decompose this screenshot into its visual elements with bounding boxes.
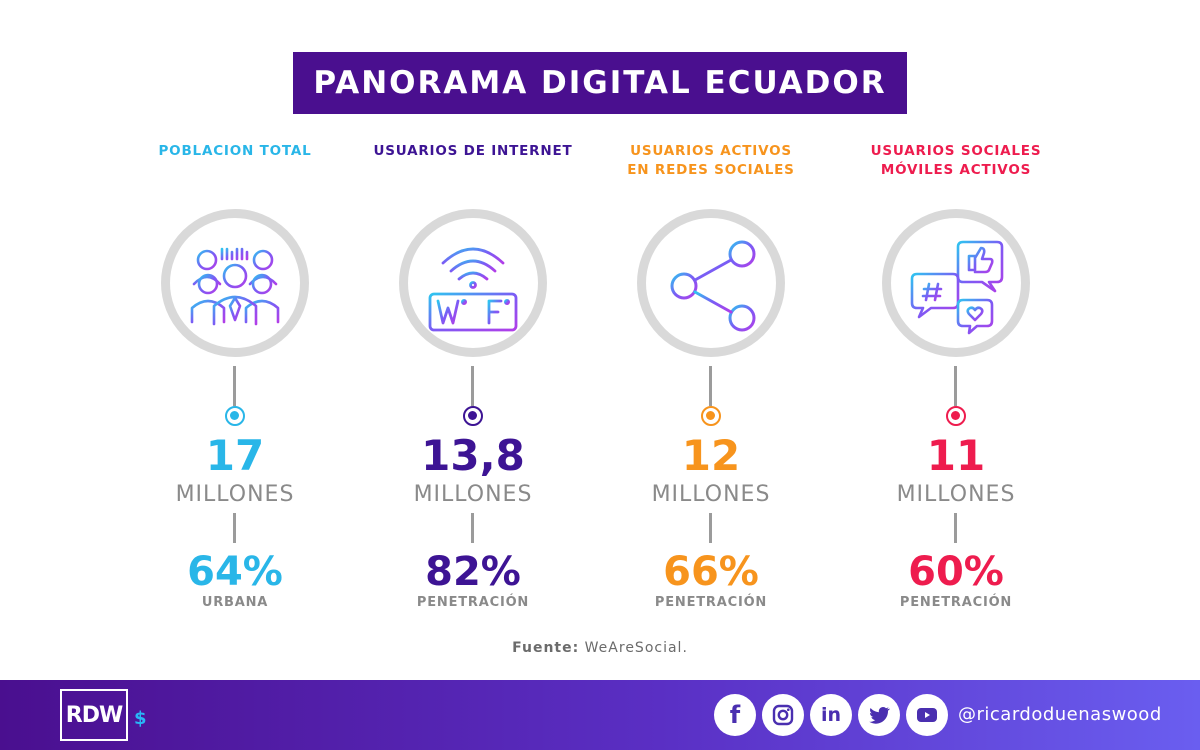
footer-bar: RDW $ f in @ricardoduenaswood: [0, 680, 1200, 750]
social-chat-icon: [910, 240, 1004, 335]
icon-ring: [637, 209, 785, 357]
youtube-glyph: [917, 708, 937, 722]
source-note: Fuente: WeAreSocial.: [0, 640, 1200, 656]
icon-ring: [882, 209, 1030, 357]
stat-label: POBLACION TOTAL: [158, 143, 312, 159]
stat-unit: MILLONES: [651, 482, 771, 507]
stat-unit: MILLONES: [413, 482, 533, 507]
share-icon: [670, 240, 756, 332]
rdw-logo[interactable]: RDW: [60, 689, 128, 741]
stat-usuarios-internet: USUARIOS DE INTERNET 13,8 MILLONES 82% P…: [353, 0, 593, 640]
wifi-icon: [428, 247, 518, 332]
stat-unit: MILLONES: [175, 482, 295, 507]
separator-line: [954, 513, 957, 543]
stat-value: 12: [681, 431, 741, 480]
stat-percent: 66%: [663, 549, 759, 595]
facebook-glyph: f: [729, 701, 741, 729]
linkedin-glyph: in: [820, 704, 842, 726]
source-prefix: Fuente:: [512, 640, 580, 656]
stat-value: 11: [926, 431, 986, 480]
separator-line: [471, 513, 474, 543]
stat-percent: 82%: [425, 549, 521, 595]
stat-label: USUARIOS SOCIALES MÓVILES ACTIVOS: [870, 143, 1042, 178]
stat-percent: 60%: [908, 549, 1004, 595]
logo-dollar-symbol: $: [134, 708, 147, 729]
separator-line: [233, 513, 236, 543]
connector-line: [954, 366, 957, 406]
stat-percent-label: PENETRACIÓN: [654, 595, 768, 610]
title-banner: PANORAMA DIGITAL ECUADOR: [293, 52, 907, 114]
stat-percent: 64%: [187, 549, 283, 595]
stat-usuarios-moviles: USUARIOS SOCIALES MÓVILES ACTIVOS 11 MIL…: [836, 0, 1076, 640]
page-title: PANORAMA DIGITAL ECUADOR: [313, 65, 887, 101]
connector-line: [233, 366, 236, 406]
marker-dot: [225, 406, 245, 426]
stat-percent-label: URBANA: [201, 595, 269, 610]
connector-line: [471, 366, 474, 406]
youtube-icon[interactable]: [906, 694, 948, 736]
icon-ring: [399, 209, 547, 357]
social-handle[interactable]: @ricardoduenaswood: [958, 704, 1162, 725]
logo-text: RDW: [65, 702, 123, 728]
stat-label: USUARIOS ACTIVOS EN REDES SOCIALES: [627, 143, 795, 178]
stat-unit: MILLONES: [896, 482, 1016, 507]
stat-usuarios-redes-sociales: USUARIOS ACTIVOS EN REDES SOCIALES 12 MI…: [591, 0, 831, 640]
marker-dot: [463, 406, 483, 426]
stat-value: 13,8: [421, 431, 525, 480]
stat-percent-label: PENETRACIÓN: [416, 595, 530, 610]
marker-dot: [701, 406, 721, 426]
stat-label: USUARIOS DE INTERNET: [373, 143, 573, 159]
stat-poblacion-total: POBLACION TOTAL 17 MILLONES 64% URBANA: [115, 0, 355, 640]
linkedin-icon[interactable]: in: [810, 694, 852, 736]
twitter-glyph: [869, 706, 890, 724]
twitter-icon[interactable]: [858, 694, 900, 736]
stat-percent-label: PENETRACIÓN: [899, 595, 1013, 610]
separator-line: [709, 513, 712, 543]
source-name: WeAreSocial.: [584, 640, 688, 656]
people-group-icon: [190, 247, 280, 326]
stat-value: 17: [205, 431, 265, 480]
instagram-glyph: [772, 704, 794, 726]
marker-dot: [946, 406, 966, 426]
facebook-icon[interactable]: f: [714, 694, 756, 736]
instagram-icon[interactable]: [762, 694, 804, 736]
connector-line: [709, 366, 712, 406]
icon-ring: [161, 209, 309, 357]
